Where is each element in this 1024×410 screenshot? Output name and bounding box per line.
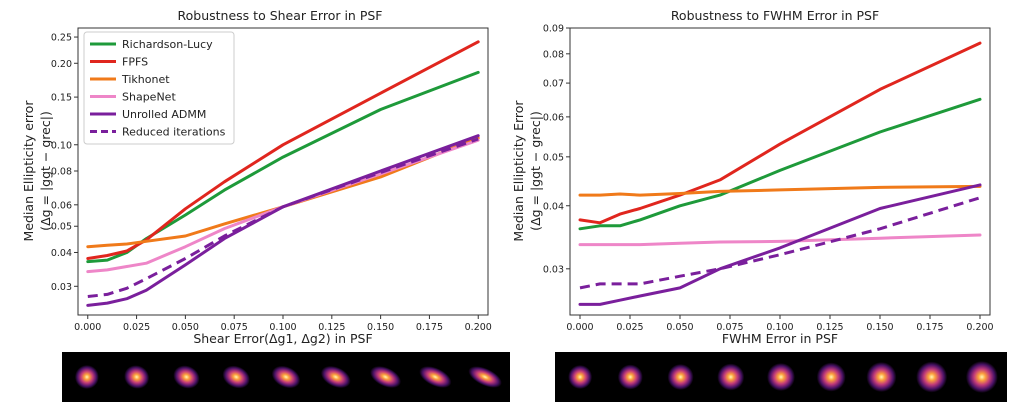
plot-area: 0.000 0.025 0.050 0.075 0.100 0.125 0.150 0.175… <box>543 24 994 334</box>
y-tick-label: 0.03 <box>51 282 72 293</box>
psf-image <box>74 365 99 389</box>
psf-image <box>173 365 200 389</box>
series-line-fpfs <box>86 40 480 260</box>
legend-label: Unrolled ADMM <box>122 108 206 121</box>
series-line-shapenet <box>578 233 982 247</box>
series-line-richardson-lucy <box>578 97 982 231</box>
x-tick-label: 0.125 <box>816 322 843 333</box>
series-line-tikhonet <box>578 184 982 197</box>
legend-frame <box>83 31 235 145</box>
x-tick-label: 0.000 <box>74 322 101 333</box>
legend-label: Reduced iterations <box>122 126 226 139</box>
legend-label: ShapeNet <box>122 91 176 104</box>
psf-image <box>222 365 250 389</box>
y-tick-label: 0.15 <box>51 93 72 104</box>
psf-image <box>866 362 897 392</box>
y-tick-label: 0.04 <box>51 248 72 259</box>
series-line-unrolled-admm <box>578 183 982 306</box>
y-tick-label: 0.05 <box>543 152 564 163</box>
x-tick-label: 0.000 <box>566 322 593 333</box>
psf-image <box>916 361 948 393</box>
x-tick-label: 0.075 <box>221 322 248 333</box>
psf-image <box>271 365 301 389</box>
x-tick-label: 0.125 <box>318 322 345 333</box>
series-line-unrolled-admm <box>86 134 480 307</box>
psf-image <box>767 363 795 391</box>
x-tick-label: 0.050 <box>172 322 199 333</box>
y-tick-label: 0.06 <box>51 200 72 211</box>
x-tick-label: 0.025 <box>123 322 150 333</box>
x-tick-label: 0.200 <box>465 322 492 333</box>
series-line-shapenet <box>86 138 480 274</box>
plot-frame <box>77 27 489 316</box>
y-axis-label-formula: (Δg = |ggt − grec|) <box>528 111 543 231</box>
y-tick-label: 0.07 <box>543 79 564 90</box>
y-tick-label: 0.08 <box>51 166 72 177</box>
y-axis-label: Median Ellipticity Error <box>511 100 526 242</box>
psf-image <box>568 365 593 389</box>
plot-frame <box>569 27 991 316</box>
series-line-reduced-iterations <box>579 196 981 290</box>
y-tick-label: 0.09 <box>543 24 564 35</box>
series-line-richardson-lucy <box>86 70 480 264</box>
y-axis-label: Median Ellipticity error <box>21 100 36 242</box>
x-axis-label: Shear Error(Δg1, Δg2) in PSF <box>193 331 372 346</box>
y-axis-label-formula: (Δg = |ggt − grec|) <box>38 111 53 231</box>
x-tick-label: 0.200 <box>966 322 993 333</box>
psf-image <box>370 366 402 388</box>
series-line-fpfs <box>578 41 982 225</box>
y-tick-label: 0.10 <box>51 140 72 151</box>
y-tick-label: 0.05 <box>51 222 72 233</box>
x-tick-label: 0.025 <box>616 322 643 333</box>
psf-image <box>124 365 150 389</box>
series-line-tikhonet <box>86 136 480 249</box>
x-tick-label: 0.175 <box>916 322 943 333</box>
x-tick-label: 0.150 <box>866 322 893 333</box>
psf-strip <box>74 365 502 389</box>
plot-area: 0.000 0.025 0.050 0.075 0.100 0.125 0.150 0.175… <box>51 33 492 333</box>
x-tick-label: 0.150 <box>367 322 394 333</box>
legend-label: FPFS <box>122 56 148 69</box>
chart-title: Robustness to FWHM Error in PSF <box>671 8 879 23</box>
psf-image <box>320 365 351 389</box>
psf-image <box>667 364 694 390</box>
psf-strip <box>568 361 998 393</box>
psf-image <box>468 366 502 388</box>
psf-image <box>965 361 998 393</box>
psf-image <box>717 363 745 391</box>
y-tick-label: 0.03 <box>543 264 564 275</box>
psf-image <box>419 366 452 388</box>
y-tick-label: 0.25 <box>51 33 72 44</box>
legend-label: Richardson-Lucy <box>122 38 213 51</box>
legend-label: Tikhonet <box>121 73 170 86</box>
x-tick-label: 0.050 <box>666 322 693 333</box>
series-line-reduced-iterations <box>87 137 479 298</box>
x-axis-label: FWHM Error in PSF <box>722 331 838 346</box>
psf-image <box>816 362 846 392</box>
chart-title: Robustness to Shear Error in PSF <box>178 8 383 23</box>
psf-image <box>617 364 643 390</box>
legend: Richardson-Lucy FPFS Tikhonet ShapeNet Unrol… <box>83 31 235 145</box>
y-tick-label: 0.06 <box>543 112 564 123</box>
fwhm-error-panel: Robustness to FWHM Error in PSF 0.000 0.0… <box>511 8 1007 402</box>
x-tick-label: 0.075 <box>716 322 743 333</box>
y-tick-label: 0.08 <box>543 49 564 60</box>
x-tick-label: 0.100 <box>766 322 793 333</box>
y-tick-label: 0.04 <box>543 201 564 212</box>
y-tick-label: 0.20 <box>51 59 72 70</box>
x-tick-label: 0.175 <box>416 322 443 333</box>
shear-error-panel: Robustness to Shear Error in PSF 0.000 0.… <box>21 8 510 402</box>
x-tick-label: 0.100 <box>269 322 296 333</box>
